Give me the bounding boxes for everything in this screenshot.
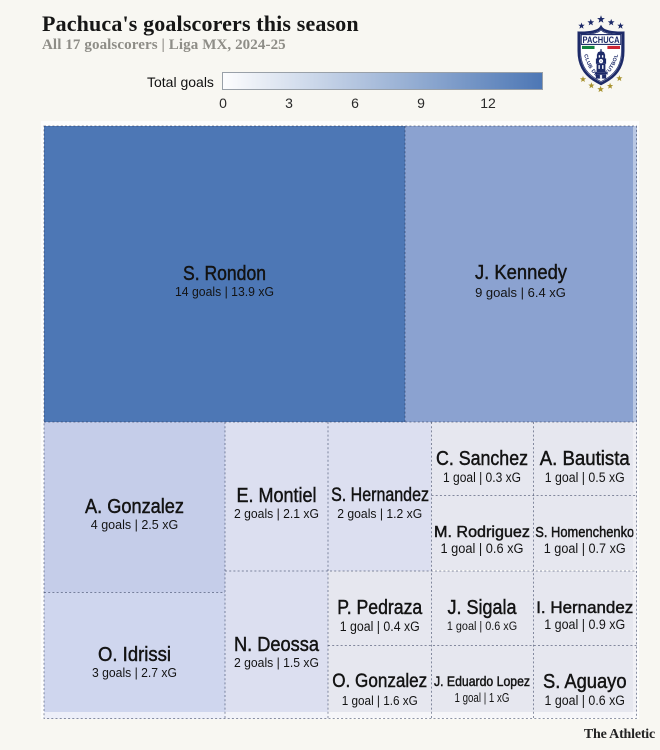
svg-text:PACHUCA: PACHUCA — [583, 35, 621, 45]
